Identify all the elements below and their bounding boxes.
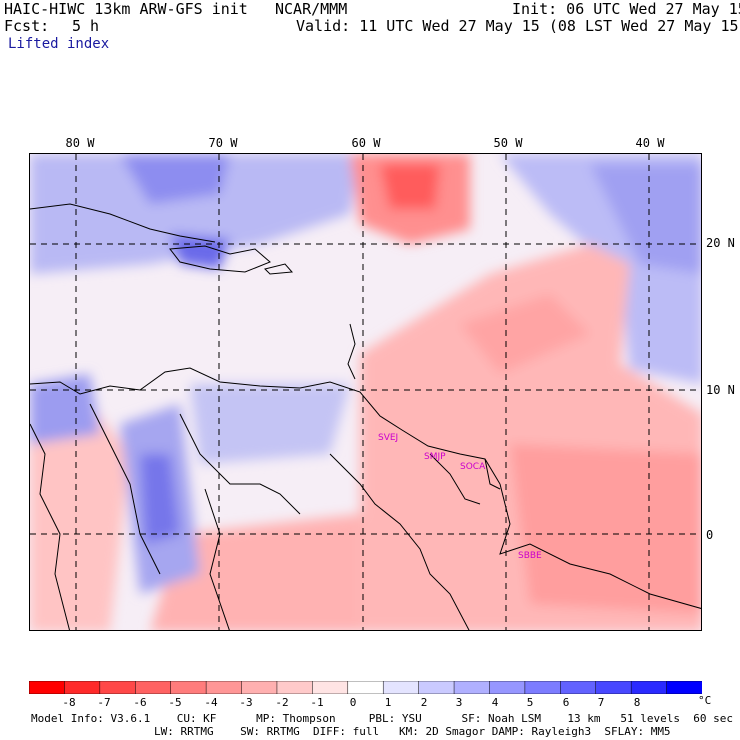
colorbar-tick-label: -6 [133,696,147,709]
model-info-line1: Model Info: V3.6.1 CU: KF MP: Thompson P… [31,712,733,725]
lon-label-60w: 60 W [351,136,381,150]
colorbar-swatch [312,681,349,694]
colorbar-tick-label: 8 [633,696,641,709]
colorbar-swatch [276,681,314,694]
station-label: SMJP [424,452,446,462]
colorbar-swatch [205,681,243,694]
colorbar-tick-label: -5 [168,696,182,709]
colorbar-unit: °C [698,694,712,707]
colorbar-tick-label: 2 [420,696,428,709]
colorbar-swatch [29,681,66,694]
station-label: SVEJ [378,433,398,443]
colorbar-swatch [524,681,562,694]
colorbar-swatch [560,681,597,694]
station-label: SBBE [518,551,542,561]
lifted-index-map: SVEJ SMJP SOCA SBBE [29,153,702,631]
colorbar-swatch [170,681,207,694]
init-time: Init: 06 UTC Wed 27 May 15 [512,0,740,18]
lat-label-20n: 20 N [706,236,735,250]
lon-label-50w: 50 W [493,136,523,150]
colorbar-swatch [666,681,702,694]
model-title: HAIC-HIWC 13km ARW-GFS init [4,0,248,18]
field-name: Lifted index [8,36,110,52]
colorbar-tick-label: -2 [275,696,289,709]
coastlines [30,203,701,630]
colorbar-tick-label: 0 [349,696,357,709]
colorbar-swatch [347,681,384,694]
colorbar-tick-label: 6 [562,696,570,709]
colorbar-tick-label: 1 [384,696,392,709]
colorbar-tick-label: -4 [204,696,218,709]
colorbar-tick-label: 3 [455,696,463,709]
colorbar-swatch [595,681,632,694]
forecast-hour: 5 h [72,17,100,35]
lon-label-70w: 70 W [208,136,238,150]
colorbar-tick-label: 7 [597,696,605,709]
colorbar-tick-label: -7 [97,696,111,709]
lat-label-0: 0 [706,528,714,542]
colorbar-swatch [418,681,455,694]
colorbar-swatch [135,681,172,694]
colorbar-tick-label: 4 [491,696,499,709]
station-label: SOCA [460,462,486,472]
colorbar-swatch [489,681,526,694]
colorbar-tick-label: 5 [526,696,534,709]
org-label: NCAR/MMM [275,0,348,18]
colorbar-swatch [241,681,278,694]
colorbar-swatch [453,681,491,694]
forecast-label: Fcst: [4,17,50,35]
colorbar [29,681,702,694]
lon-label-40w: 40 W [635,136,665,150]
colorbar-swatch [382,681,420,694]
colorbar-swatch [99,681,137,694]
colorbar-swatch [64,681,101,694]
colorbar-tick-label: -1 [310,696,324,709]
colorbar-swatch [630,681,668,694]
station-labels: SVEJ SMJP SOCA SBBE [378,433,542,561]
colorbar-tick-label: -3 [239,696,253,709]
map-canvas: SVEJ SMJP SOCA SBBE [30,154,701,630]
lon-label-80w: 80 W [65,136,95,150]
model-info-line2: LW: RRTMG SW: RRTMG DIFF: full KM: 2D Sm… [154,725,671,738]
lat-label-10n: 10 N [706,383,735,397]
valid-time: Valid: 11 UTC Wed 27 May 15 (08 LST Wed … [296,17,740,35]
colorbar-tick-label: -8 [62,696,76,709]
